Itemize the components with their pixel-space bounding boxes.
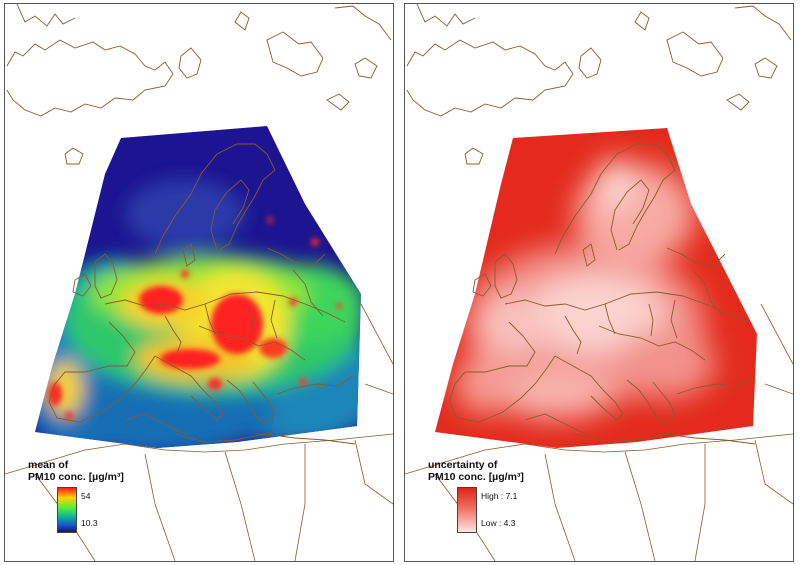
europe-coastlines-right: [448, 143, 756, 445]
mean-legend-max: 54: [81, 491, 91, 501]
africa-borders: [5, 303, 393, 561]
mean-map: [5, 4, 393, 561]
arctic-coastlines: [6, 4, 392, 165]
uncertainty-field: [435, 128, 757, 448]
mean-legend-title-line2: PM10 conc. [µg/m³]: [28, 471, 124, 483]
uncertainty-color-ramp: [457, 487, 477, 533]
mean-concentration-field: [35, 126, 361, 448]
uncertainty-map-panel: uncertainty of PM10 conc. [µg/m³] High :…: [404, 3, 794, 562]
uncertainty-legend-title-line1: uncertainty of: [428, 459, 498, 471]
uncertainty-legend-min: Low : 4.3: [481, 518, 516, 528]
europe-coastlines: [48, 143, 356, 445]
uncertainty-map: [405, 4, 793, 561]
mean-map-panel: mean of PM10 conc. [µg/m³] 54 10.3: [4, 3, 394, 562]
mean-legend-min: 10.3: [81, 518, 98, 528]
mean-color-ramp: [57, 487, 77, 533]
uncertainty-legend-title: uncertainty of PM10 conc. [µg/m³]: [428, 459, 524, 483]
mean-legend-title-line1: mean of: [28, 459, 69, 471]
uncertainty-legend-title-line2: PM10 conc. [µg/m³]: [428, 471, 524, 483]
mean-legend-title: mean of PM10 conc. [µg/m³]: [28, 459, 124, 483]
arctic-coastlines-right: [406, 4, 792, 165]
uncertainty-legend-max: High : 7.1: [481, 491, 518, 501]
